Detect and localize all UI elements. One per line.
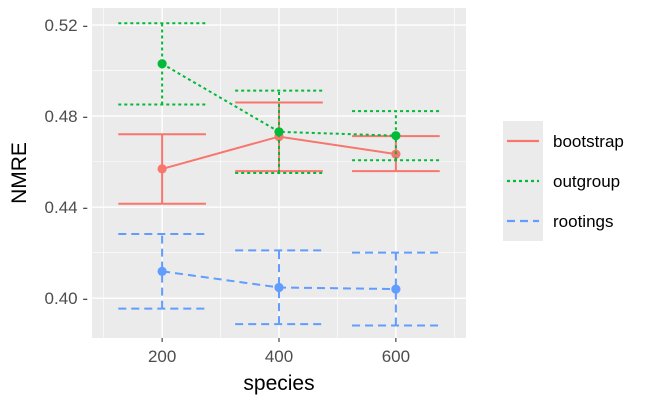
rootings-point-0 <box>157 266 167 276</box>
rootings-point-2 <box>391 284 401 294</box>
outgroup-point-0 <box>157 59 167 69</box>
y-axis-title: NMRE <box>8 142 31 204</box>
legend: bootstrap outgroup rootings <box>503 121 624 241</box>
series-layer <box>118 22 440 327</box>
legend-label-rootings: rootings <box>553 212 613 231</box>
outgroup-point-2 <box>391 131 401 141</box>
rootings-point-1 <box>274 282 284 293</box>
x-tick-label-0: 200 <box>148 347 176 366</box>
series-rootings <box>118 232 440 327</box>
x-tick-label-1: 400 <box>265 347 293 366</box>
y-tick-label-0: 0.40 - <box>45 289 88 308</box>
x-tick-label-2: 600 <box>382 347 410 366</box>
outgroup-point-1 <box>274 127 284 137</box>
series-outgroup <box>118 22 440 174</box>
legend-label-bootstrap: bootstrap <box>553 132 624 151</box>
y-tick-label-3: 0.52 - <box>45 16 88 35</box>
x-axis-title: species <box>243 372 314 395</box>
bootstrap-point-0 <box>157 164 167 174</box>
legend-label-outgroup: outgroup <box>553 172 620 191</box>
y-axis: 0.40 - 0.44 - 0.48 - 0.52 - <box>45 16 88 308</box>
y-tick-label-2: 0.48 - <box>45 107 88 126</box>
y-tick-label-1: 0.44 - <box>45 198 88 217</box>
x-axis: 200 400 600 <box>148 338 410 366</box>
